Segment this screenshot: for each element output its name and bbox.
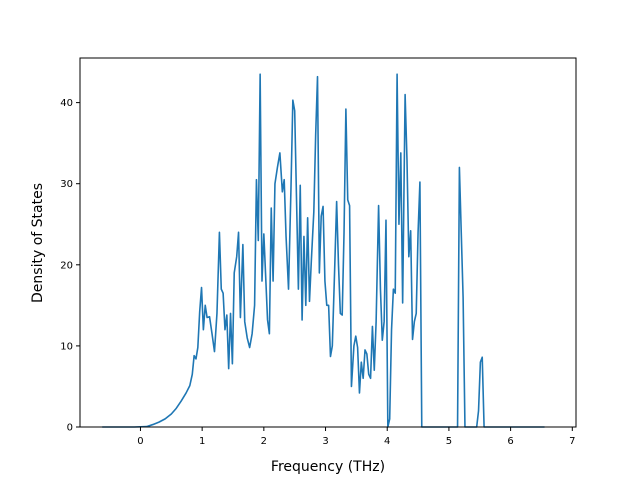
x-tick-label: 6: [507, 436, 513, 447]
series-line-1: [102, 73, 545, 428]
axes-layer: 0 1 2 3 4 5 6 7 0 10 20 30 40: [60, 57, 577, 447]
x-tick-label: 1: [199, 436, 205, 447]
x-axis-label: Frequency (THz): [271, 459, 385, 475]
y-tick-label: 40: [60, 98, 73, 109]
y-tick-label: 10: [60, 341, 73, 352]
y-tick-label: 30: [60, 179, 73, 190]
plot-background: [80, 58, 576, 427]
x-tick-label: 3: [322, 436, 328, 447]
x-tick-label: 5: [446, 436, 452, 447]
x-tick-label: 0: [137, 436, 143, 447]
x-tick-label: 2: [261, 436, 267, 447]
x-tick-label: 4: [384, 436, 390, 447]
plot-area: [80, 58, 576, 427]
axes-frame: [79, 57, 577, 428]
series-layer: [102, 73, 545, 428]
x-tick-label: 7: [569, 436, 575, 447]
y-tick-label: 20: [60, 260, 73, 271]
y-axis-label: Density of States: [30, 183, 46, 303]
y-tick-label: 0: [67, 423, 73, 434]
